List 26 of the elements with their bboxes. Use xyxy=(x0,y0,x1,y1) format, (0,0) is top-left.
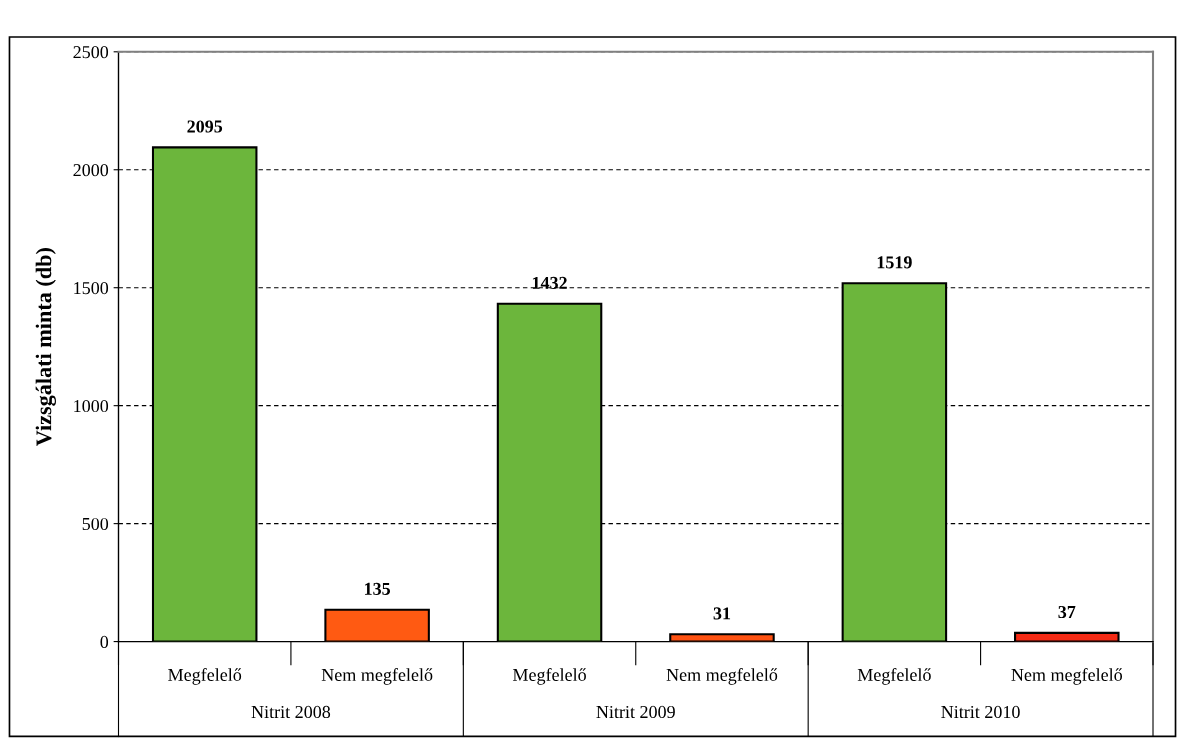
bar xyxy=(1014,631,1120,642)
data-label: 135 xyxy=(365,582,391,595)
data-label: 2095 xyxy=(187,120,223,133)
x-tick-label: Nem megfelelő xyxy=(666,668,778,685)
data-label: 37 xyxy=(1058,605,1076,619)
x-tick-label: Nem megfelelő xyxy=(321,668,433,685)
y-tick-label: 1000 xyxy=(74,399,109,413)
y-tick-label: 0 xyxy=(100,635,109,649)
text: Nitrit 2009 xyxy=(596,705,675,719)
y-tick-label: 2500 xyxy=(73,46,109,59)
data-label: 31 xyxy=(713,607,731,620)
y-tick-label: 2000 xyxy=(73,164,109,177)
bar xyxy=(669,633,775,642)
y-axis-title: Vizsgálati minta (db) xyxy=(35,248,56,447)
bar xyxy=(324,608,430,642)
data-label: 1432 xyxy=(532,276,567,289)
x-tick-label: Megfelelő xyxy=(512,668,586,685)
y-tick-label: 500 xyxy=(82,517,109,531)
text: Nitrit 2008 xyxy=(251,705,331,719)
data-label: 1519 xyxy=(877,256,912,269)
text: Nitrit 2010 xyxy=(941,705,1020,719)
bar xyxy=(151,146,258,642)
x-tick-label: Megfelelő xyxy=(857,668,931,685)
x-tick-label: Megfelelő xyxy=(168,668,242,685)
x-tick-label: Nem megfelelő xyxy=(1011,668,1123,685)
y-tick-label: 1500 xyxy=(74,281,109,295)
